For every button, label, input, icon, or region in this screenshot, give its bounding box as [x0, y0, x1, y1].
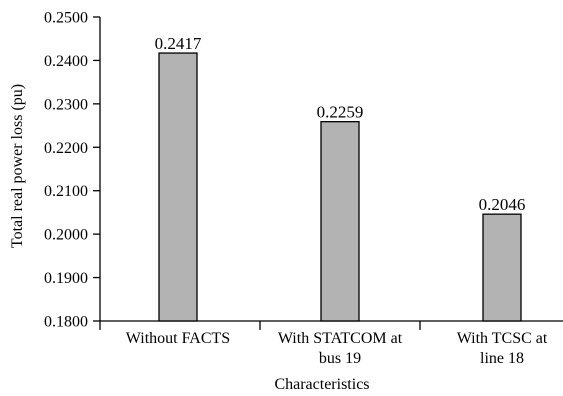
y-tick-label: 0.2100: [44, 183, 88, 200]
x-tick-label: With TCSC at line 18: [457, 330, 548, 367]
bar-value-label: 0.2046: [479, 195, 526, 214]
y-tick-label: 0.1800: [44, 314, 88, 331]
x-tick-label: With STATCOM at bus 19: [278, 330, 403, 367]
y-axis-title: Total real power loss (pu): [9, 84, 26, 248]
x-axis-title: Characteristics: [274, 376, 369, 393]
bar: [320, 121, 360, 322]
y-tick-label: 0.1900: [44, 270, 88, 287]
bar-value-label: 0.2259: [317, 103, 364, 122]
y-axis: 0.2500 0.2400 0.2300 0.2200 0.2100 0.2000 0.19…: [44, 10, 101, 331]
bar-value-label: 0.2417: [155, 34, 202, 53]
y-tick-label: 0.2500: [44, 10, 88, 27]
x-axis: Without FACTS With STATCOM at bus 19 With T…: [99, 320, 563, 367]
y-tick-label: 0.2300: [44, 96, 88, 113]
y-tick-label: 0.2200: [44, 140, 88, 157]
x-tick-label: Without FACTS: [126, 330, 230, 347]
data-labels: 0.2417 0.2259 0.2046: [155, 34, 526, 214]
y-tick-label: 0.2000: [44, 227, 88, 244]
bar: [482, 213, 522, 322]
bar: [158, 52, 198, 322]
y-tick-label: 0.2400: [44, 53, 88, 70]
bars: [158, 52, 522, 322]
